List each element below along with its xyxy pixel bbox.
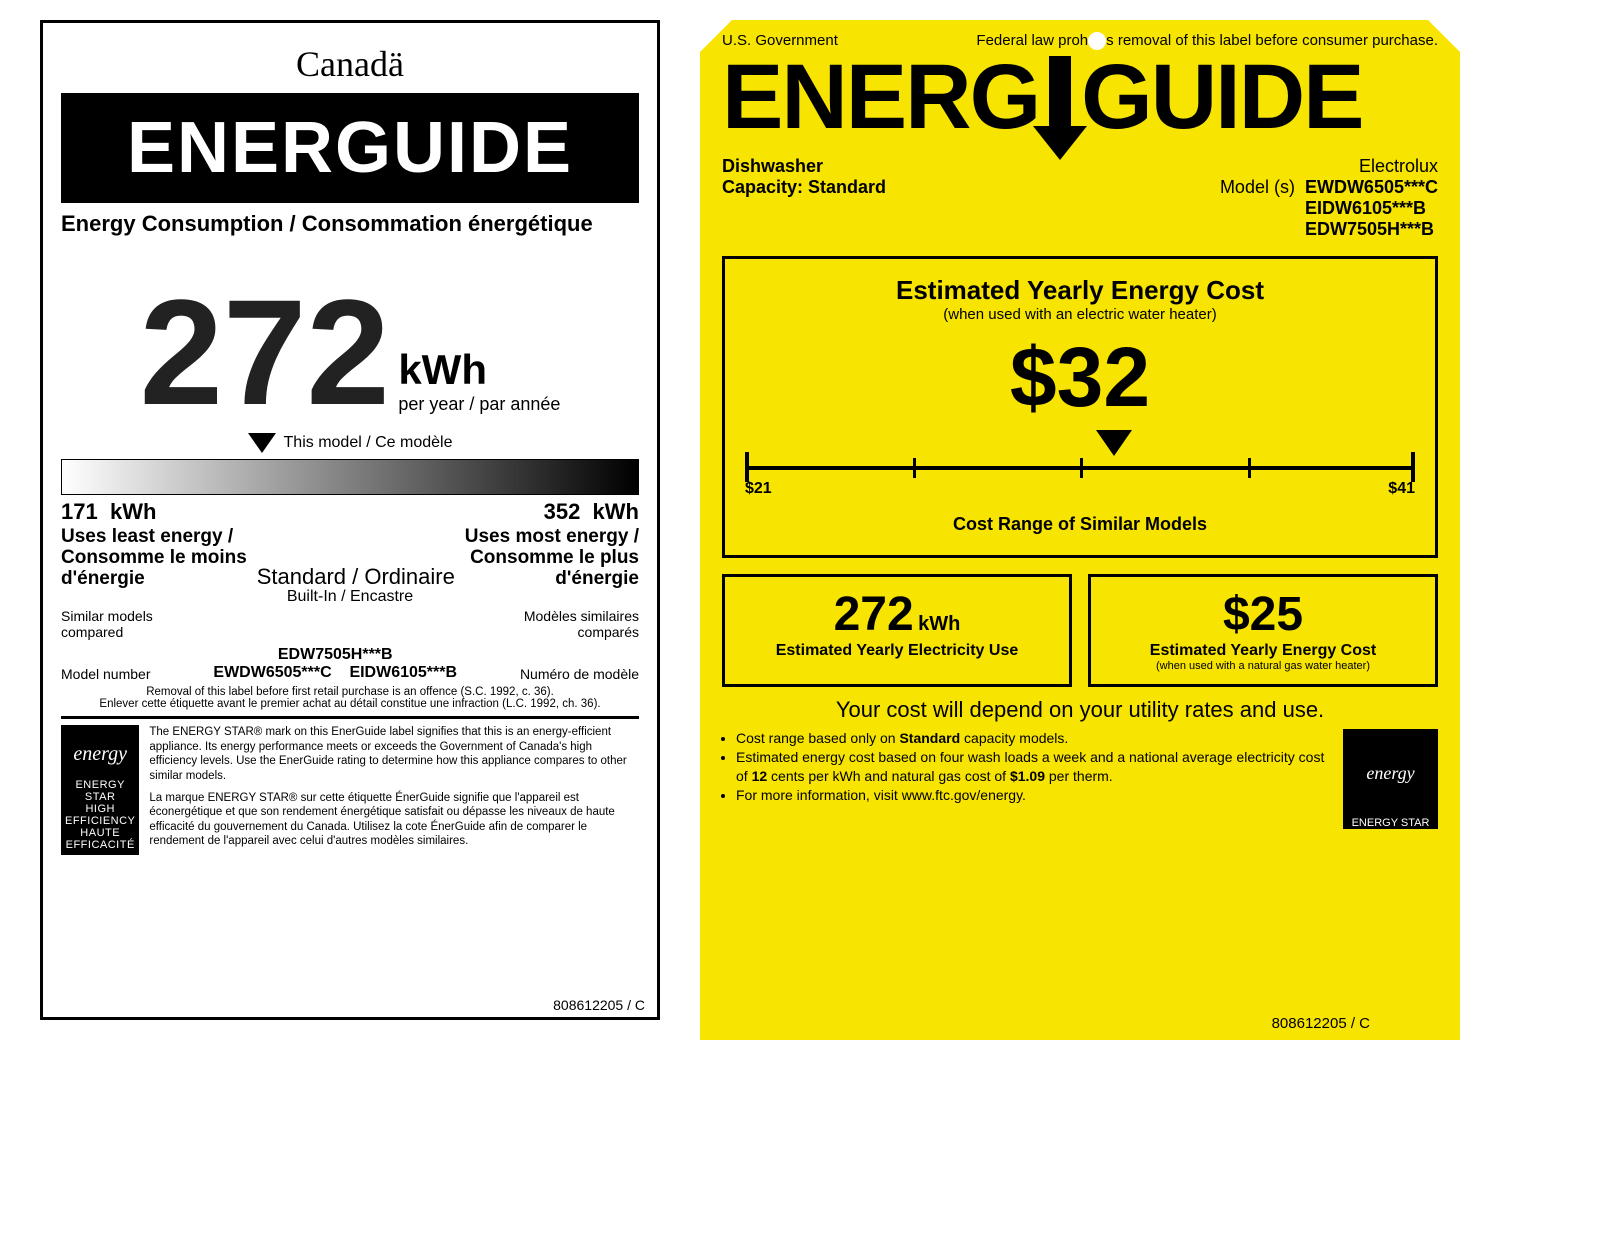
kwh-block: 272 kWh per year / par année xyxy=(61,277,639,427)
kwh-box: 272 kWh Estimated Yearly Electricity Use xyxy=(722,574,1072,687)
energy-star-logo: energy ENERGY STAR HIGH EFFICIENCY HAUTE… xyxy=(61,725,139,855)
cost-low: $21 xyxy=(745,480,772,498)
energy-scale-bar xyxy=(61,459,639,495)
energyguide-right: GUIDE xyxy=(1081,56,1362,139)
gas-box-caption: Estimated Yearly Energy Cost xyxy=(1097,642,1429,660)
cost-title: Estimated Yearly Energy Cost xyxy=(745,275,1415,306)
kwh-unit: kWh xyxy=(398,346,560,394)
model-number-label-en: Model number xyxy=(61,666,151,682)
this-model-marker-icon xyxy=(248,433,276,453)
footnote-1: Cost range based only on Standard capaci… xyxy=(736,729,1331,748)
yearly-cost-panel: Estimated Yearly Energy Cost (when used … xyxy=(722,256,1438,558)
kwh-box-unit: kWh xyxy=(918,613,960,635)
canada-wordmark: Canadä xyxy=(61,43,639,85)
gas-box-value: $25 xyxy=(1223,588,1303,641)
category: Standard / Ordinaire xyxy=(257,565,455,589)
energyguide-arrow-icon xyxy=(1035,56,1085,176)
per-year-text: per year / par année xyxy=(398,394,560,415)
enerGuide-logo-text: ENERGUIDE xyxy=(127,107,573,189)
kwh-value: 272 xyxy=(140,277,390,427)
enerGuide-banner: ENERGUIDE xyxy=(61,93,639,203)
cost-range-label: Cost Range of Similar Models xyxy=(745,514,1415,535)
footnotes-row: Cost range based only on Standard capaci… xyxy=(722,729,1438,829)
cost-marker-icon xyxy=(1096,430,1132,456)
kwh-box-caption: Estimated Yearly Electricity Use xyxy=(731,642,1063,660)
energy-star-script: energy xyxy=(65,729,135,779)
footnote-bullets: Cost range based only on Standard capaci… xyxy=(722,729,1331,829)
model-number-label-fr: Numéro de modèle xyxy=(520,666,639,682)
us-estar-label: ENERGY STAR xyxy=(1343,817,1438,829)
us-energy-star-logo: energy ENERGY STAR xyxy=(1343,729,1438,829)
us-estar-script: energy xyxy=(1343,729,1438,817)
model-numbers: EWDW6505***C EIDW6105***B EDW7505H***B xyxy=(1305,177,1438,240)
model-number-row: Model number EDW7505H***B EWDW6505***C E… xyxy=(61,646,639,683)
this-model-row: This model / Ce modèle xyxy=(61,433,639,453)
kwh-unit-block: kWh per year / par année xyxy=(398,346,560,427)
footnote-2: Estimated energy cost based on four wash… xyxy=(736,748,1331,786)
uses-most-en: Uses most energy / xyxy=(465,527,639,548)
scale-high: 352 kWh xyxy=(544,499,639,525)
this-model-label: This model / Ce modèle xyxy=(284,434,453,452)
brand: Electrolux xyxy=(1220,156,1438,177)
model-list: EDW7505H***B EWDW6505***C EIDW6105***B xyxy=(213,646,457,683)
gas-cost-box: $25 Estimated Yearly Energy Cost (when u… xyxy=(1088,574,1438,687)
uses-most-fr: Consomme le plus xyxy=(465,548,639,569)
similar-models-row: Similar models compared Modèles similair… xyxy=(61,608,639,640)
footnote-3: For more information, visit www.ftc.gov/… xyxy=(736,786,1331,805)
models-label: Model (s) xyxy=(1220,177,1295,240)
uses-most-fr2: d'énergie xyxy=(465,569,639,590)
us-energyguide-label: U.S. Government Federal law prohs remova… xyxy=(700,20,1460,1040)
uses-least-fr2: d'énergie xyxy=(61,569,247,590)
secondary-boxes: 272 kWh Estimated Yearly Electricity Use… xyxy=(722,574,1438,687)
energy-consumption-heading: Energy Consumption / Consommation énergé… xyxy=(61,211,639,237)
cost-amount: $32 xyxy=(745,329,1415,426)
capacity: Capacity: Standard xyxy=(722,177,886,198)
scale-labels: 171 kWh 352 kWh xyxy=(61,499,639,525)
kwh-box-value: 272 xyxy=(834,588,914,641)
energy-star-description: The ENERGY STAR® mark on this EnerGuide … xyxy=(139,725,639,855)
uses-row: Uses least energy / Consomme le moins d'… xyxy=(61,527,639,590)
cost-high: $41 xyxy=(1388,480,1415,498)
removal-notice: Removal of this label before first retai… xyxy=(61,686,639,710)
gas-box-sub: (when used with a natural gas water heat… xyxy=(1097,660,1429,672)
cost-subtitle: (when used with an electric water heater… xyxy=(745,306,1415,323)
canada-enerGuide-label: Canadä ENERGUIDE Energy Consumption / Co… xyxy=(40,20,660,1020)
subcategory: Built-In / Encastre xyxy=(61,588,639,606)
scale-low: 171 kWh xyxy=(61,499,156,525)
canada-part-number: 808612205 / C xyxy=(553,997,645,1013)
energyguide-left: ENERG xyxy=(722,56,1039,139)
energy-star-section: energy ENERGY STAR HIGH EFFICIENCY HAUTE… xyxy=(61,716,639,855)
uses-least-en: Uses least energy / xyxy=(61,527,247,548)
cost-depend-text: Your cost will depend on your utility ra… xyxy=(722,697,1438,723)
product-type: Dishwasher xyxy=(722,156,886,177)
cost-scale: $21 $41 xyxy=(745,430,1415,500)
uses-least-fr: Consomme le moins xyxy=(61,548,247,569)
us-part-number: 808612205 / C xyxy=(1272,1015,1370,1032)
